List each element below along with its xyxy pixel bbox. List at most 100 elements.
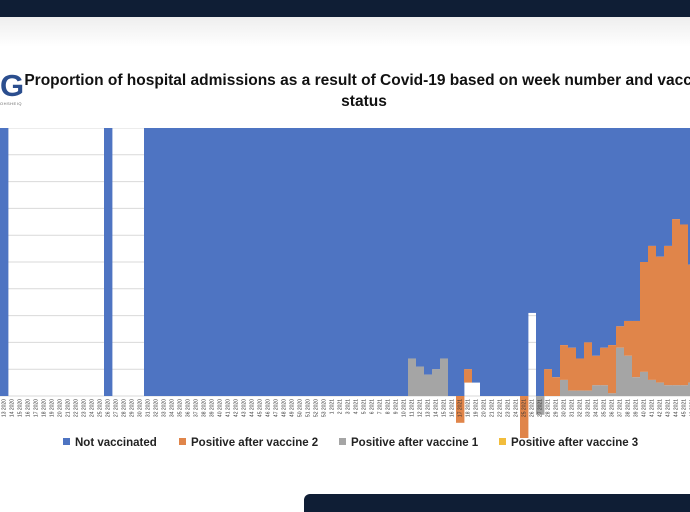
- bar-not-vaccinated: [224, 128, 233, 396]
- bar-positive-after-vaccine-1: [592, 385, 601, 396]
- legend-item-vaccine-3: Positive after vaccine 3: [499, 437, 638, 449]
- bar-positive-after-vaccine-2: [608, 345, 617, 394]
- bar-not-vaccinated: [240, 128, 249, 396]
- x-tick-label: 50 2020: [297, 399, 303, 417]
- x-tick-label: 16 2021: [449, 399, 455, 417]
- bar-positive-after-vaccine-1: [624, 355, 633, 396]
- x-tick-label: 16 2020: [25, 399, 31, 417]
- bar-not-vaccinated: [392, 128, 401, 396]
- legend-label: Positive after vaccine 3: [511, 437, 639, 449]
- chart-title-line2: status: [341, 93, 387, 110]
- bar-positive-after-vaccine-2: [464, 369, 473, 383]
- bar-positive-after-vaccine-2: [680, 224, 689, 386]
- bar-not-vaccinated: [432, 128, 441, 370]
- x-tick-label: 38 2021: [625, 399, 631, 417]
- x-tick-label: 29 2020: [129, 399, 135, 417]
- bar-not-vaccinated: [328, 128, 337, 396]
- top-bar: [0, 0, 690, 17]
- bar-not-vaccinated: [464, 128, 473, 370]
- bar-not-vaccinated: [256, 128, 265, 396]
- bar-positive-after-vaccine-1: [616, 347, 625, 396]
- x-tick-label: 48 2020: [281, 399, 287, 417]
- x-tick-label: 34 2020: [169, 399, 175, 417]
- x-tick-label: 32 2020: [153, 399, 159, 417]
- x-tick-label: 30 2020: [137, 399, 143, 417]
- bar-not-vaccinated: [0, 128, 9, 396]
- bar-not-vaccinated: [248, 128, 257, 396]
- bar-not-vaccinated: [680, 128, 689, 225]
- x-tick-label: 3 2021: [345, 399, 351, 415]
- bar-positive-after-vaccine-2: [576, 358, 585, 391]
- bar-not-vaccinated: [192, 128, 201, 396]
- x-tick-label: 13 2021: [425, 399, 431, 417]
- bar-positive-after-vaccine-1: [640, 371, 649, 396]
- bar-not-vaccinated: [624, 128, 633, 321]
- bar-not-vaccinated: [264, 128, 273, 396]
- x-tick-label: 5 2021: [361, 399, 367, 415]
- bar-not-vaccinated: [152, 128, 161, 396]
- bar-positive-after-vaccine-1: [632, 377, 641, 396]
- x-tick-label: 19 2020: [49, 399, 55, 417]
- x-tick-label: 39 2021: [633, 399, 639, 417]
- bar-positive-after-vaccine-1: [576, 390, 585, 396]
- bar-positive-after-vaccine-2: [632, 320, 641, 378]
- bar-positive-after-vaccine-2: [456, 396, 465, 423]
- x-tick-label: 36 2021: [609, 399, 615, 417]
- bar-not-vaccinated: [672, 128, 681, 220]
- bar-not-vaccinated: [352, 128, 361, 396]
- x-tick-label: 53 2020: [321, 399, 327, 417]
- bar-not-vaccinated: [640, 128, 649, 262]
- x-tick-label: 19 2021: [473, 399, 479, 417]
- x-tick-label: 26 2021: [529, 399, 535, 417]
- x-tick-label: 35 2020: [177, 399, 183, 417]
- x-tick-label: 11 2021: [409, 399, 415, 417]
- bar-positive-after-vaccine-2: [544, 369, 553, 396]
- bar-positive-after-vaccine-2: [672, 219, 681, 386]
- x-tick-label: 43 2020: [241, 399, 247, 417]
- bar-not-vaccinated: [528, 128, 537, 313]
- x-tick-label: 22 2020: [73, 399, 79, 417]
- bar-not-vaccinated: [504, 128, 513, 396]
- x-tick-label: 13 2020: [1, 399, 7, 417]
- bar-positive-after-vaccine-1: [536, 396, 545, 415]
- x-tick-label: 45 2020: [257, 399, 263, 417]
- bar-not-vaccinated: [456, 128, 465, 396]
- x-tick-label: 25 2020: [97, 399, 103, 417]
- x-tick-label: 7 2021: [377, 399, 383, 415]
- bar-not-vaccinated: [616, 128, 625, 327]
- x-tick-label: 2 2021: [337, 399, 343, 415]
- x-tick-label: 43 2021: [665, 399, 671, 417]
- x-tick-label: 14 2021: [433, 399, 439, 417]
- x-tick-label: 21 2021: [489, 399, 495, 417]
- bar-not-vaccinated: [232, 128, 241, 396]
- bar-positive-after-vaccine-2: [616, 326, 625, 348]
- x-tick-label: 28 2021: [545, 399, 551, 417]
- x-tick-label: 21 2020: [65, 399, 71, 417]
- x-tick-label: 25 2021: [521, 399, 527, 417]
- bar-positive-after-vaccine-2: [552, 377, 561, 396]
- legend-swatch: [63, 438, 70, 445]
- bar-not-vaccinated: [416, 128, 425, 367]
- bar-not-vaccinated: [400, 128, 409, 396]
- x-tick-label: 32 2021: [577, 399, 583, 417]
- bar-not-vaccinated: [144, 128, 153, 396]
- logo-letter: G: [0, 68, 25, 103]
- bar-not-vaccinated: [688, 128, 690, 265]
- x-tick-label: 29 2021: [553, 399, 559, 417]
- legend-item-vaccine-2: Positive after vaccine 2: [179, 437, 318, 449]
- x-tick-label: 31 2021: [569, 399, 575, 417]
- bar-positive-after-vaccine-2: [560, 345, 569, 380]
- chart-legend: Not vaccinated Positive after vaccine 2 …: [0, 437, 690, 453]
- bar-not-vaccinated: [552, 128, 561, 378]
- x-tick-label: 22 2021: [497, 399, 503, 417]
- legend-label: Positive after vaccine 1: [351, 437, 479, 449]
- x-tick-label: 39 2020: [209, 399, 215, 417]
- bar-positive-after-vaccine-2: [520, 396, 529, 438]
- bar-positive-after-vaccine-1: [656, 382, 665, 396]
- bar-not-vaccinated: [488, 128, 497, 396]
- bar-not-vaccinated: [632, 128, 641, 321]
- bar-not-vaccinated: [664, 128, 673, 246]
- bar-not-vaccinated: [592, 128, 601, 356]
- bar-not-vaccinated: [104, 128, 113, 396]
- bar-positive-after-vaccine-2: [688, 264, 690, 383]
